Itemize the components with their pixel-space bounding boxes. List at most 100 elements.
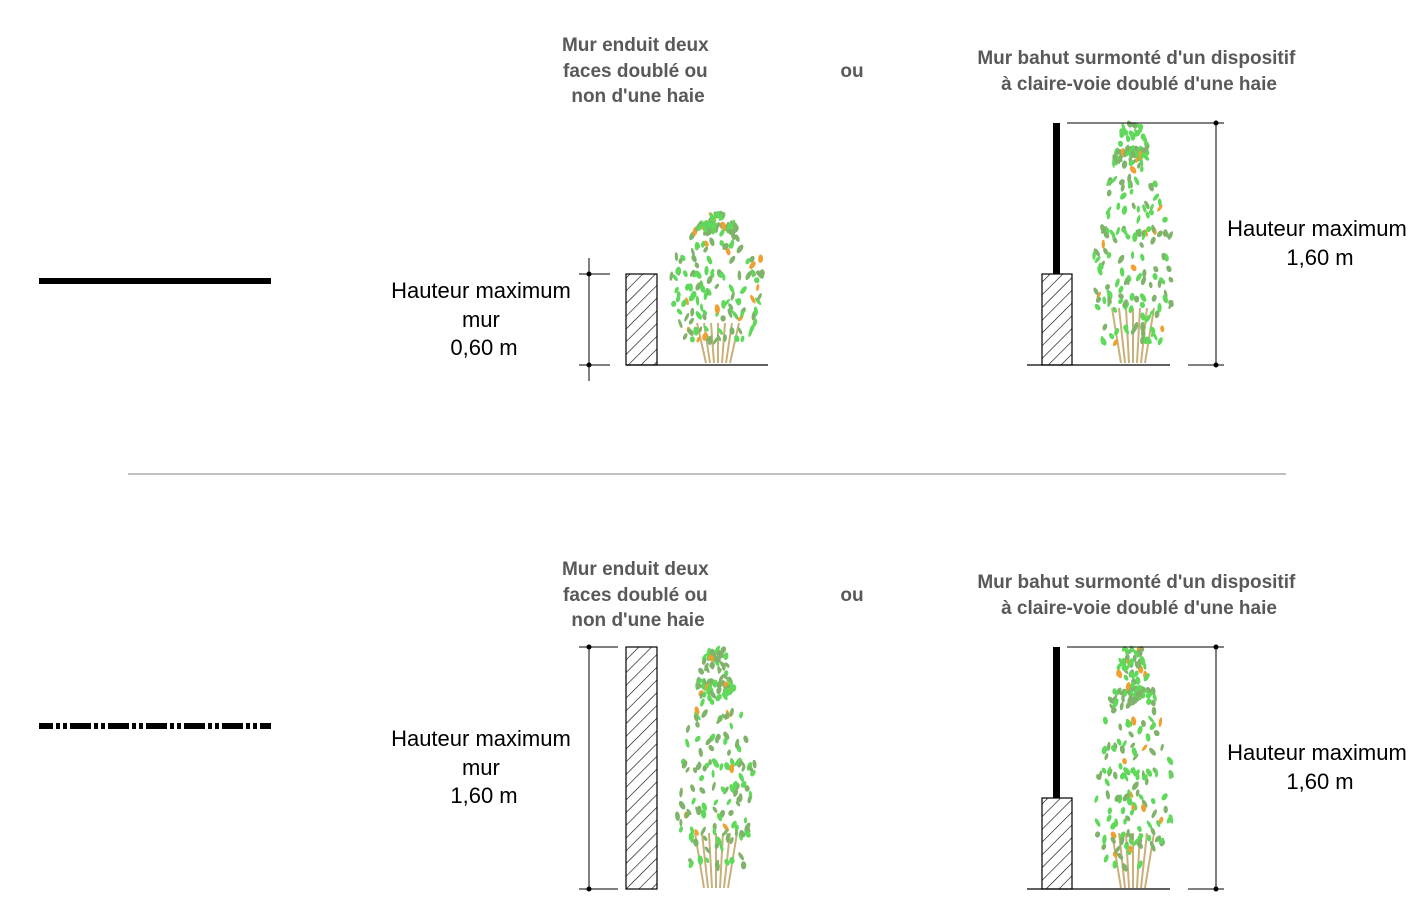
hedge-leaf <box>678 826 684 833</box>
hedge-leaf <box>1121 160 1128 169</box>
hedge-leaf <box>675 811 680 821</box>
hedge-leaf <box>1134 129 1141 137</box>
hedge-leaf <box>729 856 735 865</box>
hedge-leaf <box>1130 742 1136 748</box>
hedge-leaf <box>1156 820 1161 828</box>
hedge-trunk <box>719 832 724 889</box>
hedge-leaf <box>725 833 730 843</box>
hedge-trunk <box>729 322 740 364</box>
hedge-leaf <box>1123 767 1131 776</box>
fence-post <box>1053 647 1060 799</box>
hedge-leaf <box>729 836 734 845</box>
hedge-leaf <box>1141 799 1148 808</box>
hedge-leaf <box>1166 265 1172 273</box>
hedge-leaf <box>1146 686 1153 695</box>
hedge-leaf <box>715 862 720 872</box>
hedge-leaf <box>1142 774 1148 781</box>
hedge-leaf <box>1150 328 1156 338</box>
hedge-leaf <box>1152 693 1157 702</box>
hedge-leaf <box>1168 276 1174 283</box>
wall-option-title: Mur enduit deux faces doublé ou non d'un… <box>562 35 714 107</box>
hedge-leaf <box>1127 181 1131 189</box>
wall-title-line-3: non d'une haie <box>571 86 704 107</box>
hedge-leaf <box>748 328 753 337</box>
hedge-leaf <box>1132 232 1138 243</box>
hedge-leaf <box>733 788 739 797</box>
hedge-leaf <box>706 275 713 285</box>
hedge-leaf <box>708 654 715 662</box>
hedge-leaf <box>690 784 696 792</box>
hedge-leaf <box>721 713 728 720</box>
hatched-wall <box>625 646 658 890</box>
hedge-leaf <box>1117 688 1123 696</box>
hedge-leaf <box>1108 333 1115 340</box>
hedge-leaf <box>707 335 713 346</box>
hedge-leaf <box>1101 745 1108 755</box>
hedge-leaf <box>696 336 701 343</box>
hedge-leaf <box>722 242 729 251</box>
hedge-leaf <box>752 759 757 769</box>
hedge-leaf <box>1107 696 1115 704</box>
hedge-leaf <box>737 327 743 335</box>
hedge-leaf <box>702 691 707 698</box>
hedge-leaf <box>1118 285 1124 294</box>
hedge-leaf <box>714 283 720 290</box>
hedge-leaf <box>1149 747 1156 756</box>
hedge-leaf <box>692 767 698 774</box>
hedge-leaf <box>1121 123 1127 133</box>
hedge-leaf <box>1146 834 1152 842</box>
hedge-leaf <box>1114 328 1120 336</box>
hedge-leaf <box>1100 224 1107 234</box>
hedge-leaf <box>709 212 714 223</box>
hedge-leaf <box>1146 820 1153 829</box>
hedge-leaf <box>702 765 707 772</box>
hedge-leaf <box>1160 325 1165 333</box>
fence-height-line-1: Hauteur maximum <box>1227 740 1407 765</box>
hedge-leaf <box>695 762 702 771</box>
fence-title-line-1: Mur bahut surmonté d'un dispositif <box>977 48 1296 69</box>
hedge-leaf <box>1119 659 1126 667</box>
hedge-leaf <box>1152 273 1158 280</box>
hedge-leaf <box>1140 276 1147 286</box>
hedge-leaf <box>1105 790 1110 800</box>
hedge-leaf <box>675 266 681 275</box>
hedge-leaf <box>1130 264 1137 272</box>
hedge-leaf <box>711 769 715 778</box>
hedge-leaf <box>1119 745 1125 754</box>
hedge-leaf <box>703 290 708 301</box>
hedge-leaf <box>1129 188 1134 195</box>
hedge-leaf <box>698 326 703 333</box>
hedge-leaf <box>1146 698 1152 705</box>
hatched-base-wall <box>1041 273 1073 366</box>
hedge-leaf <box>1125 720 1131 728</box>
hedge-leaf <box>755 297 762 305</box>
hedge-leaf <box>1126 120 1132 128</box>
hedge-leaf <box>756 283 760 292</box>
hedge-leaf <box>693 838 699 847</box>
hedge-leaf <box>720 315 726 322</box>
hedge-leaf <box>723 334 727 342</box>
hedge-leaf <box>694 241 699 251</box>
hedge-leaf <box>674 286 679 294</box>
hedge-leaf <box>1125 135 1131 143</box>
hedge-leaf <box>1104 778 1110 787</box>
hedge-leaf <box>718 271 724 278</box>
hedge-leaf <box>1151 224 1156 234</box>
hedge-leaf <box>1120 807 1126 815</box>
hedge-leaf <box>716 680 725 689</box>
hedge-leaf <box>1097 265 1103 276</box>
fence-option-title: Mur bahut surmonté d'un dispositif à cla… <box>977 572 1300 619</box>
hedge-leaf <box>1141 230 1145 237</box>
hedge-leaf <box>1093 287 1099 296</box>
hedge-leaf <box>1094 303 1101 311</box>
hedge-leaf <box>758 254 764 263</box>
hedge-leaf <box>1154 835 1162 843</box>
hedge-leaf <box>717 668 722 674</box>
hedge-leaf <box>1125 233 1131 240</box>
hedge-leaf <box>1150 699 1156 707</box>
hedge-leaf <box>1135 676 1141 685</box>
hedge-leaf <box>1123 772 1129 782</box>
hedge-leaf <box>1148 209 1154 216</box>
hedge-leaf <box>1112 339 1119 347</box>
hedge-leaf <box>1138 794 1144 800</box>
